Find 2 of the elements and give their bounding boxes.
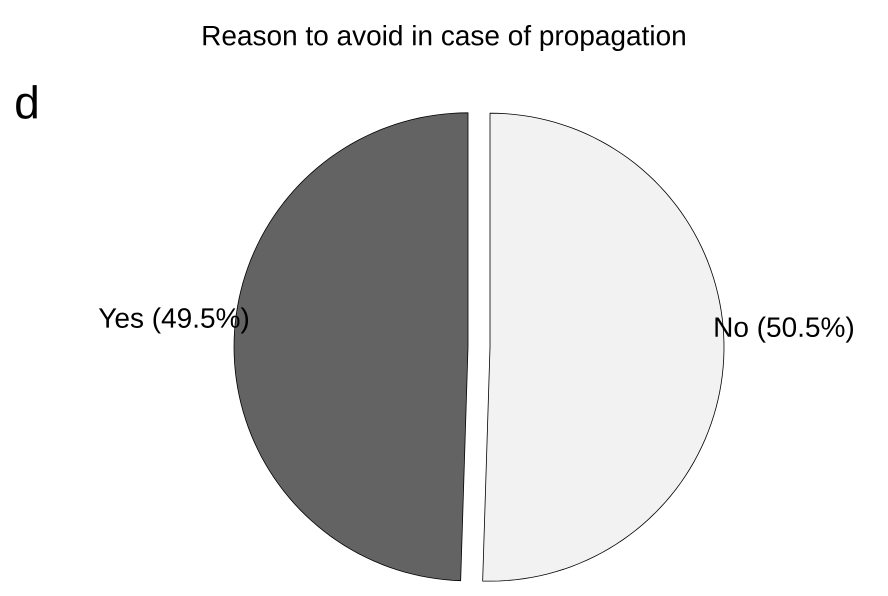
chart-title: Reason to avoid in case of propagation bbox=[203, 24, 685, 52]
text: d bbox=[16, 85, 37, 119]
